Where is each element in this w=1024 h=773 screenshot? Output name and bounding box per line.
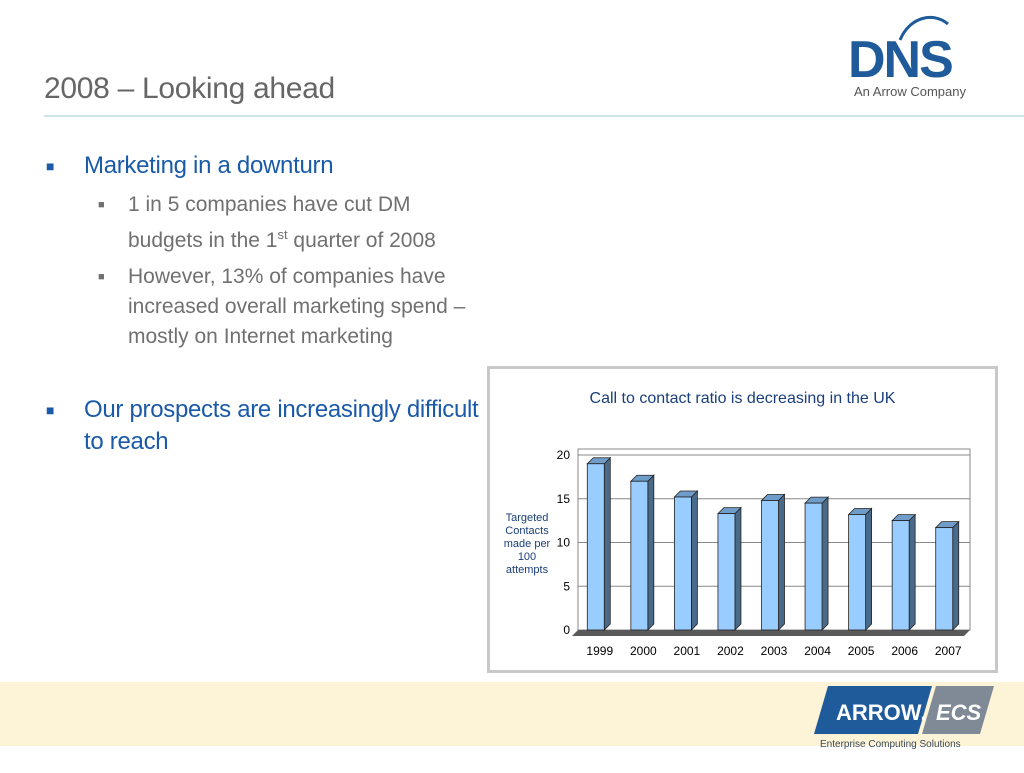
bar-side — [734, 506, 742, 631]
chart-ylabel: Targeted Contacts made per 100 attempts — [503, 512, 551, 576]
x-tick-label: 2005 — [848, 644, 875, 658]
bar-side — [647, 474, 655, 631]
y-tick-label: 0 — [563, 623, 570, 637]
y-tick-label: 15 — [557, 492, 571, 506]
bar — [935, 527, 954, 631]
bar — [586, 463, 605, 631]
bar-side — [690, 490, 698, 631]
logo-arrow-text: ARROW. — [836, 700, 926, 725]
bar-side — [821, 496, 829, 631]
square-bullet-icon: ■ — [98, 271, 105, 283]
bar — [673, 496, 692, 631]
bar — [804, 502, 823, 631]
y-tick-label: 20 — [557, 448, 571, 462]
bar — [630, 480, 649, 631]
bullet-prospects: ■ Our prospects are increasingly difficu… — [44, 394, 484, 458]
x-tick-label: 2007 — [935, 644, 962, 658]
arrow-ecs-logo-graphic: ARROW. ECS Enterprise Computing Solution… — [814, 686, 994, 750]
bar-side — [952, 520, 960, 631]
bar — [717, 513, 736, 631]
bullet-marketing: ■ Marketing in a downturn — [44, 150, 484, 182]
arrow-ecs-logo: ARROW. ECS Enterprise Computing Solution… — [808, 684, 998, 768]
bullet-list: ■ Marketing in a downturn ■ 1 in 5 compa… — [44, 150, 484, 466]
bar-side — [778, 493, 785, 631]
square-bullet-icon: ■ — [46, 402, 55, 418]
chart-title: Call to contact ratio is decreasing in t… — [589, 390, 896, 407]
y-tick-label: 10 — [557, 536, 571, 550]
logo-ecs-text: ECS — [936, 700, 982, 725]
sub-bullet-increase: ■ However, 13% of companies have increas… — [44, 262, 484, 352]
x-tick-label: 2003 — [761, 644, 788, 658]
logo-swoosh-icon — [898, 15, 949, 41]
dns-logo: DNS An Arrow Company — [848, 12, 994, 102]
x-tick-label: 2002 — [717, 644, 744, 658]
superscript: st — [277, 227, 288, 242]
bar-chart: 0 5 10 15 20 1999 2000 2001 2002 2003 2004 2005 2006… — [557, 448, 971, 658]
x-tick-label: 2004 — [804, 644, 831, 658]
sub-bullet-budgets: ■ 1 in 5 companies have cut DM budgets i… — [44, 190, 484, 256]
slide-title: 2008 – Looking ahead — [44, 72, 335, 105]
logo-wordmark: DNS — [848, 31, 954, 89]
y-tick-label: 5 — [563, 579, 570, 593]
chart-floor — [572, 630, 970, 636]
x-tick-label: 2001 — [674, 644, 701, 658]
bullet-text: Marketing in a downturn — [84, 152, 334, 179]
square-bullet-icon: ■ — [98, 199, 105, 211]
bar — [891, 520, 910, 631]
chart-panel: Call to contact ratio is decreasing in t… — [487, 366, 998, 673]
title-divider — [44, 115, 1024, 117]
logo-ecs-tagline: Enterprise Computing Solutions — [820, 739, 961, 750]
bar — [848, 514, 867, 631]
bullet-text: Our prospects are increasingly difficult… — [84, 396, 479, 455]
x-tick-label: 2006 — [891, 644, 918, 658]
sub-bullet-text: However, 13% of companies have increased… — [128, 265, 466, 348]
bar-side — [865, 507, 873, 631]
bar-side — [908, 513, 916, 631]
logo-tagline: An Arrow Company — [854, 84, 966, 99]
square-bullet-icon: ■ — [46, 158, 55, 174]
bar — [761, 500, 779, 631]
x-tick-label: 2000 — [630, 644, 657, 658]
x-tick-label: 1999 — [586, 644, 613, 658]
bar-side — [603, 456, 611, 631]
sub-bullet-text: 1 in 5 companies have cut DM budgets in … — [128, 193, 411, 252]
sub-bullet-text-end: quarter of 2008 — [287, 229, 436, 252]
